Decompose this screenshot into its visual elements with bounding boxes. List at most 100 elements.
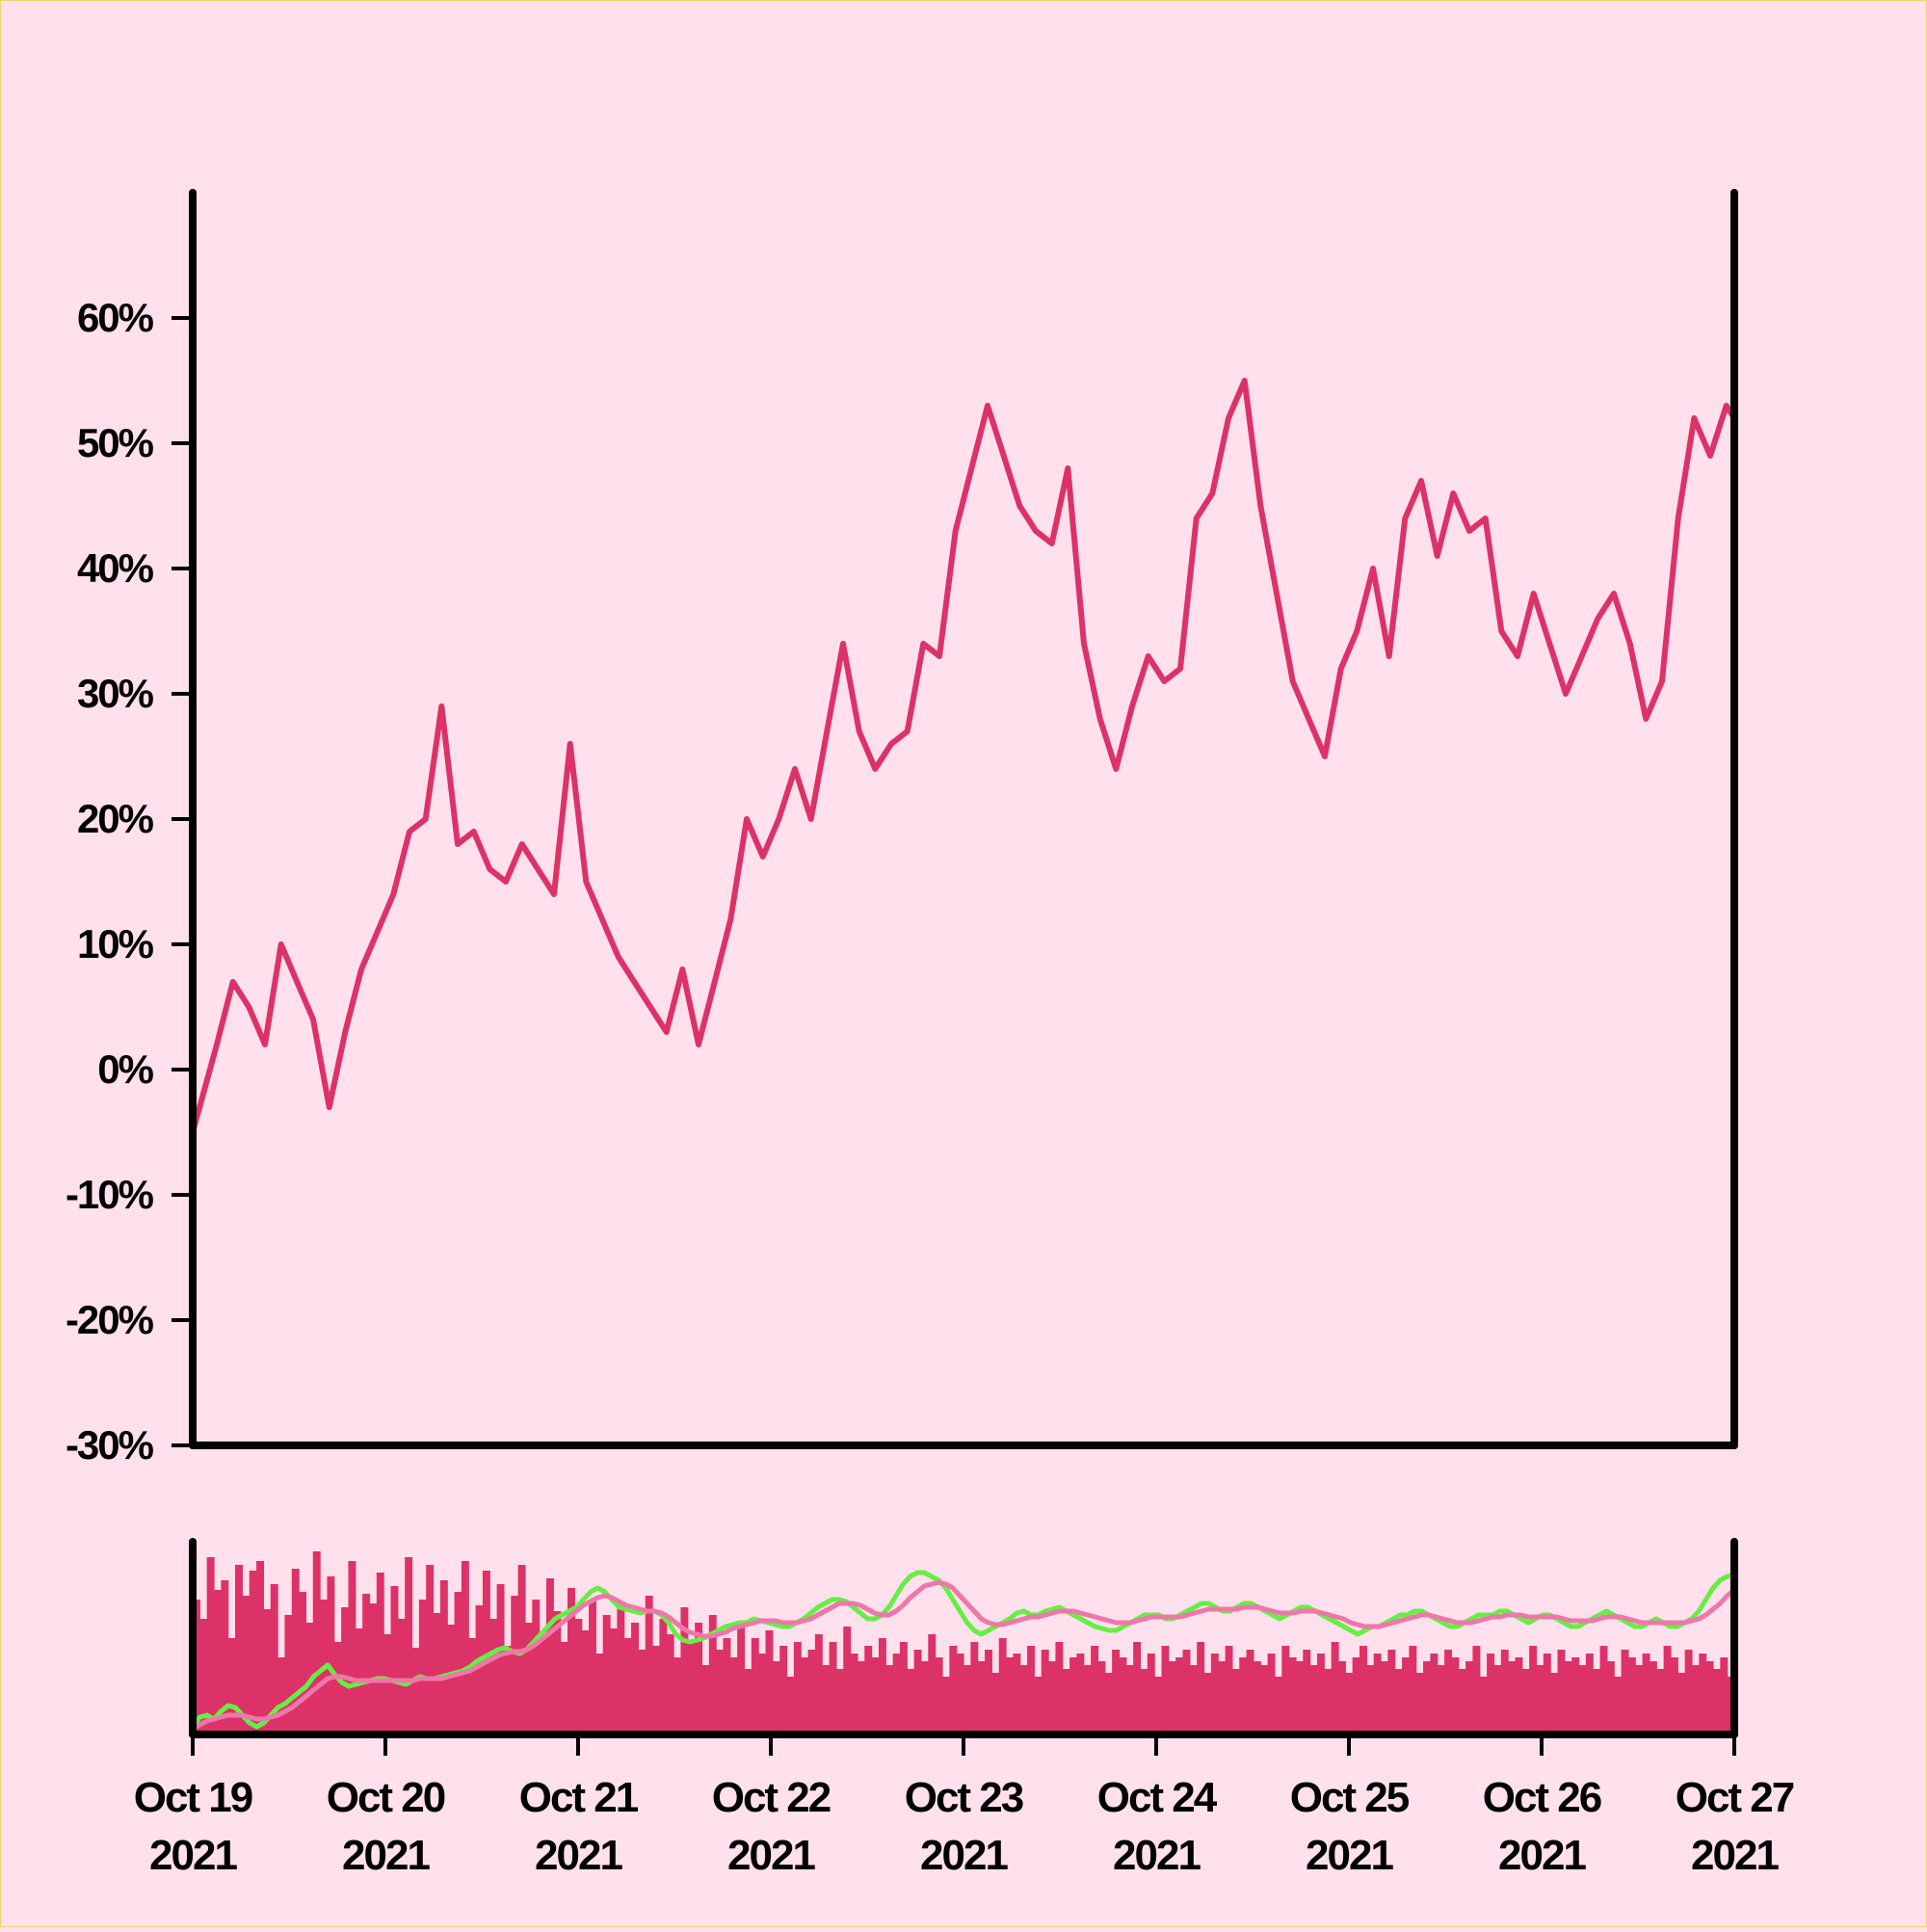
volume-bar — [1599, 1646, 1608, 1734]
volume-bar — [1154, 1677, 1163, 1734]
volume-bar — [1387, 1650, 1396, 1734]
volume-bar — [1550, 1673, 1559, 1734]
volume-panel: Oct 19 2021 Oct 20 2021 Oct 21 2021 Oct 22 2021… — [134, 1538, 1796, 1879]
volume-bar — [850, 1654, 858, 1734]
ma-slow-line — [191, 1579, 1736, 1732]
volume-bar — [687, 1642, 696, 1734]
x-tick-label-year: 2021 — [1306, 1832, 1393, 1879]
volume-bar — [1394, 1669, 1403, 1734]
volume-bar — [312, 1551, 321, 1734]
y-tick-label: -10% — [66, 1172, 154, 1217]
volume-bar — [913, 1650, 922, 1734]
volume-bar — [341, 1607, 350, 1734]
volume-bar — [1627, 1657, 1636, 1734]
volume-bar — [610, 1628, 618, 1734]
volume-bar — [532, 1600, 541, 1734]
volume-bar — [1699, 1654, 1707, 1734]
volume-bar — [291, 1569, 300, 1734]
volume-bar — [892, 1654, 901, 1734]
volume-bar — [1309, 1665, 1318, 1734]
volume-bar — [376, 1573, 384, 1734]
volume-bar — [454, 1592, 462, 1734]
volume-bar — [899, 1642, 908, 1734]
volume-bar — [1203, 1673, 1212, 1734]
volume-bar — [1034, 1677, 1043, 1734]
volume-bar — [631, 1623, 639, 1734]
volume-bar — [857, 1661, 865, 1734]
volume-bar — [242, 1596, 251, 1734]
volume-bar — [985, 1650, 992, 1734]
volume-bar — [991, 1673, 1000, 1734]
volume-bar — [645, 1596, 653, 1734]
volume-bar — [1402, 1657, 1410, 1734]
volume-bar — [327, 1576, 335, 1734]
volume-bar — [673, 1657, 682, 1734]
volume-bar — [1642, 1654, 1650, 1734]
volume-bar — [843, 1627, 852, 1734]
volume-bar — [270, 1584, 278, 1734]
volume-bar — [977, 1661, 986, 1734]
x-tick-label-date: Oct 26 — [1483, 1774, 1601, 1821]
volume-bar — [595, 1654, 604, 1734]
volume-bar — [1458, 1669, 1466, 1734]
volume-bar — [511, 1596, 519, 1734]
volume-bar — [701, 1665, 710, 1734]
volume-bar — [680, 1607, 689, 1734]
volume-bar — [1260, 1665, 1269, 1734]
volume-bar — [1684, 1650, 1693, 1734]
y-tick-label: 60% — [77, 295, 154, 340]
volume-bar — [1606, 1661, 1615, 1734]
volume-bar — [935, 1657, 943, 1734]
volume-bar — [1175, 1657, 1184, 1734]
volume-bar — [695, 1623, 703, 1734]
volume-bar — [1529, 1646, 1538, 1734]
volume-bar — [1069, 1657, 1078, 1734]
volume-bar — [284, 1615, 293, 1734]
volume-bar — [829, 1642, 837, 1734]
volume-bar — [617, 1603, 625, 1734]
volume-bar — [249, 1571, 257, 1734]
volume-bar — [426, 1565, 435, 1734]
volume-bar — [928, 1634, 937, 1734]
volume-bar — [1091, 1646, 1099, 1734]
volume-bar — [1352, 1657, 1360, 1734]
x-tick-label-year: 2021 — [1498, 1832, 1586, 1879]
volume-bar — [659, 1619, 668, 1734]
volume-bar — [1104, 1673, 1113, 1734]
volume-bar — [1006, 1657, 1014, 1734]
volume-bar — [751, 1638, 759, 1734]
volume-bar — [878, 1638, 886, 1734]
volume-bar — [1140, 1669, 1148, 1734]
volume-bar — [623, 1638, 632, 1734]
y-tick-label: 20% — [77, 796, 154, 841]
volume-bar — [1571, 1657, 1580, 1734]
volume-bar — [1536, 1665, 1544, 1734]
volume-bar — [801, 1657, 809, 1734]
volume-bar — [468, 1638, 477, 1734]
volume-bar — [199, 1619, 208, 1734]
volume-bar — [1593, 1669, 1601, 1734]
volume-bar — [1521, 1669, 1530, 1734]
volume-bar — [779, 1646, 788, 1734]
x-tick-label-date: Oct 24 — [1097, 1774, 1218, 1821]
volume-bar — [941, 1677, 950, 1734]
volume-bar — [1543, 1654, 1551, 1734]
volume-bar — [1218, 1661, 1227, 1734]
volume-bar — [1705, 1661, 1714, 1734]
volume-bar — [956, 1654, 964, 1734]
volume-bar — [1048, 1661, 1057, 1734]
x-tick-label-year: 2021 — [342, 1832, 430, 1879]
volume-bar — [1359, 1646, 1367, 1734]
volume-bar — [1437, 1665, 1445, 1734]
volume-bar — [1288, 1657, 1297, 1734]
volume-bar — [744, 1669, 752, 1734]
volume-bar — [1373, 1654, 1382, 1734]
volume-bar — [998, 1638, 1007, 1734]
volume-bar — [652, 1646, 660, 1734]
volume-bar — [475, 1605, 484, 1734]
volume-bar — [589, 1600, 596, 1734]
volume-bar — [1076, 1654, 1085, 1734]
volume-bar — [1409, 1646, 1417, 1734]
volume-bar — [1500, 1650, 1509, 1734]
